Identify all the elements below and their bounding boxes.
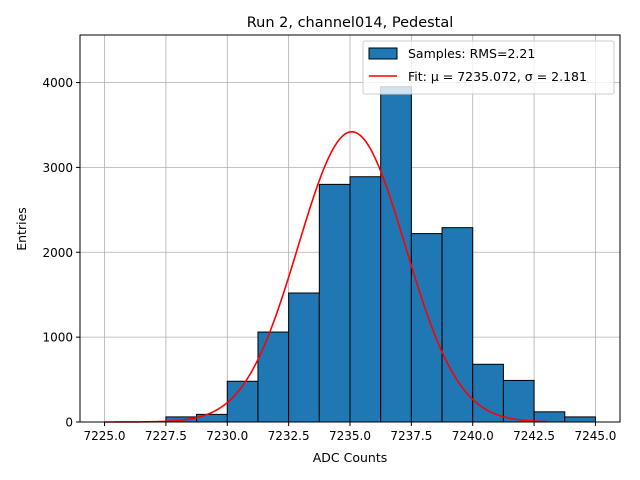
- x-axis-ticks: 7225.0 7227.5 7230.0 7232.5 7235.0 7237.5 7240…: [84, 422, 616, 443]
- x-tick-label: 7242.5: [513, 429, 555, 443]
- histogram-bar: [318, 183, 351, 423]
- histogram-bar: [472, 363, 504, 423]
- x-axis-label: ADC Counts: [313, 450, 388, 465]
- histogram-bar: [502, 379, 535, 423]
- histogram-bar: [288, 292, 320, 423]
- x-tick-label: 7232.5: [268, 429, 310, 443]
- legend-label-histogram: Samples: RMS=2.21: [408, 46, 535, 61]
- y-axis-label: Entries: [14, 207, 29, 251]
- x-tick-label: 7245.0: [574, 429, 616, 443]
- histogram-bar: [441, 227, 474, 423]
- legend-label-fit: Fit: μ = 7235.072, σ = 2.181: [408, 69, 587, 84]
- chart-title: Run 2, channel014, Pedestal: [247, 15, 454, 31]
- y-tick-label: 2000: [42, 246, 73, 260]
- legend: Samples: RMS=2.21 Fit: μ = 7235.072, σ =…: [362, 40, 615, 95]
- histogram-bar: [564, 416, 596, 423]
- y-tick-label: 1000: [42, 331, 73, 345]
- y-axis-ticks: 0 1000 2000 3000 4000: [42, 76, 80, 430]
- histogram-bar: [257, 331, 290, 423]
- legend-box: [362, 40, 615, 95]
- fit-curve: [104, 130, 547, 423]
- histogram-bar: [380, 86, 412, 423]
- x-tick-label: 7227.5: [145, 429, 187, 443]
- legend-swatch-histogram: [368, 47, 398, 60]
- y-tick-label: 0: [65, 416, 73, 430]
- histogram-bar: [226, 380, 259, 423]
- x-tick-label: 7237.5: [390, 429, 432, 443]
- histogram-bar: [533, 411, 566, 423]
- histogram-bar: [349, 176, 382, 423]
- x-tick-label: 7230.0: [206, 429, 248, 443]
- histogram-bars: [165, 86, 596, 423]
- x-tick-label: 7225.0: [84, 429, 126, 443]
- y-tick-label: 3000: [42, 161, 73, 175]
- x-tick-label: 7235.0: [329, 429, 371, 443]
- histogram-bar: [410, 233, 443, 423]
- x-tick-label: 7240.0: [452, 429, 494, 443]
- y-tick-label: 4000: [42, 76, 73, 90]
- histogram-bar: [196, 413, 228, 423]
